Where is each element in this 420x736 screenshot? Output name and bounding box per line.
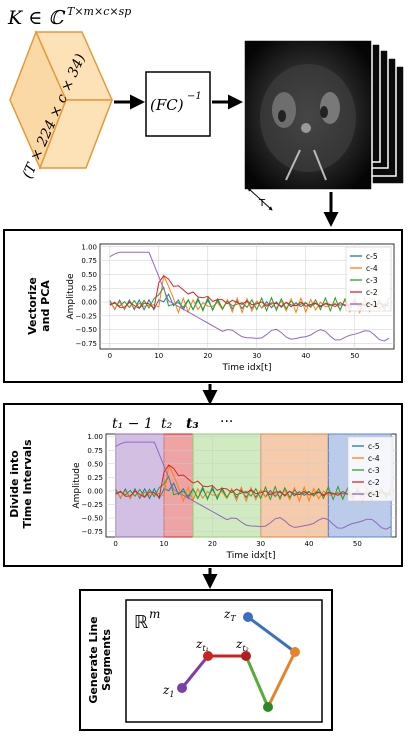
interval-0 — [115, 433, 165, 538]
interval-label-dots: ··· — [220, 414, 233, 430]
legend-label: c-5 — [368, 442, 380, 451]
x-axis-label: Time idx[t] — [226, 551, 276, 561]
y-tick-label: −0.25 — [76, 312, 97, 320]
segment-green — [244, 655, 270, 708]
y-tick-label: 0.75 — [87, 447, 103, 455]
legend-label: c-4 — [368, 454, 380, 463]
x-tick-label: 30 — [252, 352, 261, 360]
x-tick-label: 0 — [108, 352, 112, 360]
intervals-chart: 1.00 0.75 0.50 0.25 0.00 −0.25 −0.50 −0.75 0 10 20… — [72, 433, 397, 561]
fc-label-sup: −1 — [187, 91, 202, 102]
y-tick-label: −0.75 — [76, 340, 97, 348]
y-tick-label: −0.50 — [82, 515, 103, 523]
interval-2 — [192, 433, 262, 538]
y-axis-label: Amplitude — [66, 273, 76, 320]
y-tick-label: 0.00 — [81, 299, 97, 307]
tensor-label: K ∈ ℂ — [7, 7, 66, 29]
legend — [347, 436, 394, 502]
pca-side-label-2: and PCA — [39, 280, 52, 332]
series-line-c-2 — [115, 464, 392, 499]
series-line-c-1 — [109, 251, 390, 342]
intervals-side-label-2: Time Intervals — [21, 439, 34, 528]
segments-side-label-2: Segments — [100, 629, 113, 691]
point-label-zt2: zt₂ — [235, 637, 249, 653]
interval-label-t2: t₂ — [161, 416, 173, 432]
time-axis-arrow — [247, 187, 273, 211]
interval-label-t3: t₃ — [186, 416, 199, 432]
segment-orange — [266, 651, 297, 708]
legend-label: c-2 — [366, 288, 378, 297]
x-axis-label: Time idx[t] — [222, 363, 272, 373]
legend-label: c-2 — [368, 478, 380, 487]
legend-label: c-1 — [366, 300, 378, 309]
latent-space-symbol: ℝ — [134, 612, 148, 633]
point-green — [263, 702, 273, 712]
point-label-z1: z1 — [162, 683, 174, 699]
latent-space-sup: m — [149, 607, 160, 621]
y-tick-label: 0.00 — [87, 487, 103, 495]
mri-image-stack — [243, 39, 405, 191]
time-axis-label: T — [258, 198, 266, 209]
fc-box — [145, 71, 211, 137]
y-tick-label: 0.50 — [81, 271, 97, 279]
interval-label-t1: t₁ − 1 — [112, 416, 153, 432]
point-zT — [243, 612, 253, 622]
segment-purple — [180, 655, 210, 689]
point-label-zT: zT — [223, 607, 236, 623]
fc-label: (FC) — [150, 96, 184, 114]
tensor-label-sup: T×m×c×sp — [67, 5, 131, 18]
point-orange — [290, 647, 300, 657]
y-tick-label: 0.25 — [81, 285, 97, 293]
segments-side-label-1: Generate Line — [87, 616, 100, 703]
x-tick-label: 30 — [256, 540, 265, 548]
kspace-cube: (T × 224 × c × 34) — [9, 30, 114, 181]
segment-points — [177, 612, 300, 712]
plot-area — [99, 243, 395, 350]
interval-1 — [163, 433, 194, 538]
legend-label: c-3 — [368, 466, 380, 475]
legend-label: c-1 — [368, 490, 380, 499]
y-tick-label: −0.25 — [82, 501, 103, 509]
point-zt2 — [241, 651, 251, 661]
y-tick-label: 0.75 — [81, 257, 97, 265]
x-tick-label: 50 — [350, 352, 359, 360]
y-tick-label: −0.75 — [82, 528, 103, 536]
legend — [345, 246, 392, 312]
legend-label: c-4 — [366, 264, 378, 273]
series-line-c-2 — [109, 275, 390, 310]
line-segments — [180, 615, 297, 708]
interval-3 — [260, 433, 329, 538]
x-tick-label: 0 — [113, 540, 117, 548]
pca-side-label-1: Vectorize — [26, 277, 39, 335]
legend-label: c-3 — [366, 276, 378, 285]
series-line-c-1 — [115, 441, 392, 530]
x-tick-label: 40 — [301, 352, 310, 360]
x-tick-label: 50 — [353, 540, 362, 548]
y-tick-label: 1.00 — [87, 433, 103, 441]
x-tick-label: 10 — [160, 540, 169, 548]
point-zt1 — [203, 651, 213, 661]
segment-blue — [247, 615, 296, 654]
x-tick-label: 10 — [154, 352, 163, 360]
plot-area — [105, 433, 397, 538]
x-tick-label: 40 — [305, 540, 314, 548]
y-tick-label: 0.50 — [87, 460, 103, 468]
intervals-side-label-1: Divide into — [8, 450, 21, 518]
y-tick-label: −0.50 — [76, 326, 97, 334]
x-tick-label: 20 — [203, 352, 212, 360]
point-label-zt1: zt₁ — [195, 637, 209, 653]
y-tick-label: 1.00 — [81, 243, 97, 251]
y-axis-label: Amplitude — [72, 462, 82, 509]
legend-label: c-5 — [366, 252, 378, 261]
pca-chart: 1.00 0.75 0.50 0.25 0.00 −0.25 −0.50 −0.75 0 10 20… — [66, 243, 395, 373]
y-tick-label: 0.25 — [87, 474, 103, 482]
x-tick-label: 20 — [208, 540, 217, 548]
point-z1 — [177, 683, 187, 693]
